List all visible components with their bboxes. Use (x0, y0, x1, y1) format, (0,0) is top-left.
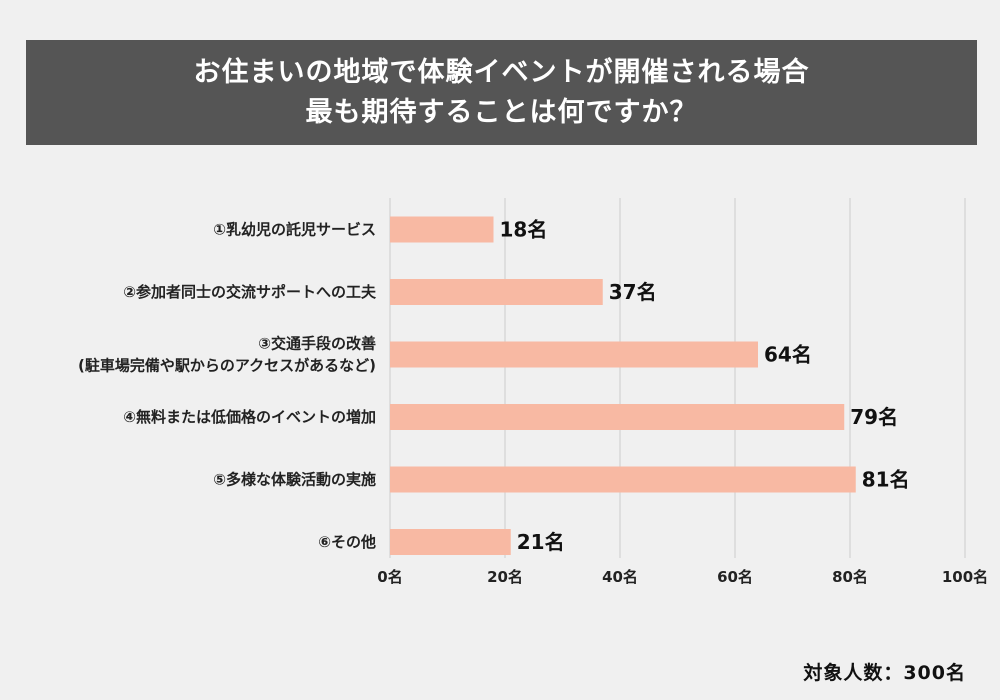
value-label-3: 64名 (764, 343, 812, 367)
category-label-4: ④無料または低価格のイベントの増加 (123, 408, 376, 426)
x-tick-label-1: 20名 (487, 568, 523, 586)
category-label-3-line-1: ③交通手段の改善 (258, 335, 376, 353)
value-label-4: 79名 (850, 405, 898, 429)
value-label-5: 81名 (862, 468, 910, 492)
chart-title-banner: お住まいの地域で体験イベントが開催される場合 最も期待することは何ですか？ (26, 40, 977, 145)
bar-6 (390, 529, 511, 555)
bar-1 (390, 216, 494, 243)
x-tick-label-0: 0名 (377, 568, 402, 586)
sample-size-note: 対象人数：300名 (803, 662, 966, 684)
bar-5 (390, 466, 856, 493)
category-label-6: ⑥その他 (318, 533, 376, 551)
bar-2 (390, 279, 603, 305)
x-tick-label-2: 40名 (602, 568, 638, 586)
category-label-1: ①乳幼児の託児サービス (213, 221, 376, 239)
x-tick-label-4: 80名 (832, 568, 868, 586)
x-tick-label-5: 100名 (942, 568, 988, 586)
value-label-2: 37名 (609, 280, 657, 304)
value-label-6: 21名 (517, 530, 565, 554)
x-tick-label-3: 60名 (717, 568, 753, 586)
category-label-5: ⑤多様な体験活動の実施 (213, 471, 376, 489)
chart-title-line2: 最も期待することは何ですか？ (305, 96, 698, 128)
bar-4 (390, 404, 845, 430)
category-label-3-line-2: (駐車場完備や駅からのアクセスがあるなど) (78, 357, 376, 375)
value-label-1: 18名 (500, 218, 548, 242)
category-label-2: ②参加者同士の交流サポートへの工夫 (123, 283, 377, 301)
bar-3 (390, 341, 758, 368)
chart-title-line1: お住まいの地域で体験イベントが開催される場合 (193, 56, 810, 88)
